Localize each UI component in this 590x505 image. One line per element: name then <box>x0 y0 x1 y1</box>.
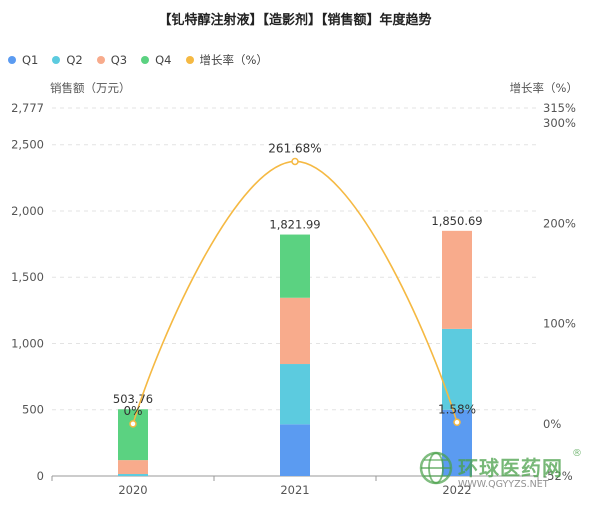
y2-axis-title: 增长率（%） <box>509 81 578 95</box>
growth-label: 1.58% <box>438 402 476 416</box>
y2-tick-label: 0% <box>543 417 561 431</box>
y2-tick-label: 200% <box>543 216 576 230</box>
bar-segment-q1 <box>280 424 310 476</box>
growth-point <box>129 420 137 428</box>
bar-segment-q3 <box>118 460 148 475</box>
watermark-url: WWW.QGYYZS.NET <box>458 479 549 490</box>
y-axis-title: 销售额（万元） <box>50 81 131 95</box>
bar-segment-q3 <box>442 230 472 329</box>
y-tick-label: 1,500 <box>11 270 44 284</box>
legend-marker <box>185 56 194 64</box>
legend-label: 增长率（%） <box>199 53 268 67</box>
x-tick-label: 2021 <box>280 483 309 497</box>
legend-item-q2[interactable]: Q2 <box>52 52 83 68</box>
bar-segment-q3 <box>280 297 310 365</box>
y-tick-label: 1,000 <box>11 336 44 350</box>
y-tick-label: 0 <box>37 469 44 483</box>
bar-segment-q2 <box>442 328 472 410</box>
legend-marker <box>8 56 16 64</box>
legend-label: Q1 <box>22 53 39 67</box>
growth-label: 0% <box>123 404 142 418</box>
bar-segment-q2 <box>280 364 310 425</box>
bar-segment-q4 <box>280 234 310 298</box>
growth-point <box>291 157 299 166</box>
y-tick-label: 2,777 <box>11 101 44 115</box>
globe-icon <box>419 451 453 485</box>
bar-total-label: 1,821.99 <box>269 218 320 232</box>
watermark-text: 环球医药网 <box>458 456 563 480</box>
growth-label: 261.68% <box>268 141 321 155</box>
y2-tick-label: -52% <box>543 469 573 483</box>
y-tick-label: 500 <box>22 403 44 417</box>
y2-tick-label: 100% <box>543 317 576 331</box>
legend-label: Q3 <box>110 53 128 67</box>
chart-title: 【钆特醇注射液】【造影剂】【销售额】年度趋势 <box>158 13 432 28</box>
legend-item-growth[interactable]: 增长率（%） <box>185 52 268 68</box>
bar-total-label: 1,850.69 <box>431 214 482 228</box>
legend-marker <box>141 56 150 64</box>
legend-label: Q4 <box>155 53 172 67</box>
legend-item-q3[interactable]: Q3 <box>96 52 128 68</box>
growth-point <box>453 418 461 427</box>
y2-tick-label: 300% <box>543 116 576 130</box>
legend-marker <box>52 56 61 64</box>
y-tick-label: 2,000 <box>11 204 44 218</box>
registered-mark: ® <box>572 448 582 459</box>
bar-segment-q2 <box>118 474 148 476</box>
y2-tick-label: 315% <box>543 101 576 115</box>
y-tick-label: 2,500 <box>11 138 44 152</box>
bar-segment-q4 <box>118 409 148 461</box>
legend-label: Q2 <box>66 53 83 67</box>
legend-item-q4[interactable]: Q4 <box>141 52 172 68</box>
legend-item-q1[interactable]: Q1 <box>8 52 38 68</box>
x-tick-label: 2020 <box>118 483 147 497</box>
watermark-logo: 环球医药网 WWW.QGYYZS.NET ® <box>418 448 588 500</box>
x-tick-label: 2022 <box>442 483 471 497</box>
legend[interactable]: Q1 Q2 Q3 Q4 增长率（%） <box>8 52 268 68</box>
legend-marker <box>96 56 105 64</box>
